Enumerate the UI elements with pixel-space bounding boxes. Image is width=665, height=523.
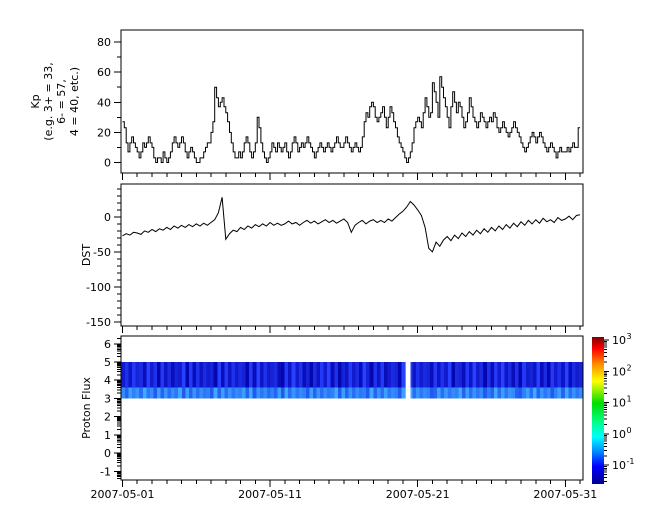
proton-spectrogram [121, 361, 583, 400]
dst-axis-label: DST [80, 244, 93, 266]
proton-flux-y-tick-label: 6 [104, 338, 111, 351]
colorbar-labels: 103 102 101 100 10-1 [612, 332, 634, 472]
proton-flux-y-tick-label: 4 [104, 374, 111, 387]
dst-y-tick-label: 0 [104, 211, 111, 224]
kp-axis-label-line: (e.g. 3+ = 33, [42, 62, 55, 140]
kp-y-tick-label: 40 [97, 96, 111, 109]
colorbar-tick-label: 101 [612, 395, 632, 410]
dst-line [122, 197, 581, 253]
colorbar-ticks [604, 339, 609, 483]
kp-panel: 0 20 40 60 80 Kp (e.g. 3+ = 33, 6- = 57, 4 = 40,… [29, 29, 584, 180]
x-tick-label: 2007-05-31 [533, 488, 597, 501]
dst-y-tick-label: -150 [86, 316, 111, 329]
panel-border [120, 29, 584, 174]
x-tick-label: 2007-05-01 [91, 488, 155, 501]
kp-y-tick-label: 60 [97, 66, 111, 79]
panel-border [120, 335, 584, 481]
dst-y-tick-label: -100 [86, 281, 111, 294]
kp-axis-label-line: 6- = 57, [55, 79, 68, 124]
proton-flux-panel: 6 5 4 3 2 1 0 -1 Proton Flux [80, 335, 584, 487]
proton-flux-axis-label: Proton Flux [80, 377, 93, 439]
colorbar-tick-label: 100 [612, 426, 632, 441]
x-ticks [122, 480, 581, 487]
x-tick-label: 2007-05-11 [238, 488, 302, 501]
kp-axis-label-line: 4 = 40, etc.) [68, 67, 81, 136]
y-ticks [114, 337, 121, 479]
data-gap [405, 361, 411, 400]
proton-flux-y-tick-label: 5 [104, 356, 111, 369]
kp-y-tick-label: 0 [104, 157, 111, 170]
colorbar-tick-label: 10-1 [612, 457, 634, 472]
proton-flux-y-tick-label: 2 [104, 411, 111, 424]
kp-y-tick-label: 20 [97, 126, 111, 139]
colorbar-tick-label: 102 [612, 363, 632, 378]
dst-panel: 0 -50 -100 -150 DST [80, 183, 584, 333]
kp-y-tick-label: 80 [97, 36, 111, 49]
x-axis-labels: 2007-05-01 2007-05-11 2007-05-21 2007-05-31 [91, 488, 598, 501]
x-ticks [122, 173, 581, 180]
panel-border [120, 183, 584, 327]
colorbar-tick-label: 103 [612, 332, 632, 347]
proton-flux-y-tick-label: 1 [104, 429, 111, 442]
y-ticks [114, 188, 121, 323]
kp-axis-label-line: Kp [29, 94, 42, 108]
proton-flux-y-tick-label: 3 [104, 392, 111, 405]
kp-step-line [122, 76, 580, 163]
x-ticks [122, 326, 581, 333]
x-tick-label: 2007-05-21 [386, 488, 450, 501]
proton-flux-y-tick-label: -1 [100, 465, 111, 478]
dst-y-tick-label: -50 [93, 246, 111, 259]
colorbar-gradient [592, 337, 604, 484]
proton-flux-y-tick-label: 0 [104, 447, 111, 460]
y-ticks [114, 41, 121, 163]
